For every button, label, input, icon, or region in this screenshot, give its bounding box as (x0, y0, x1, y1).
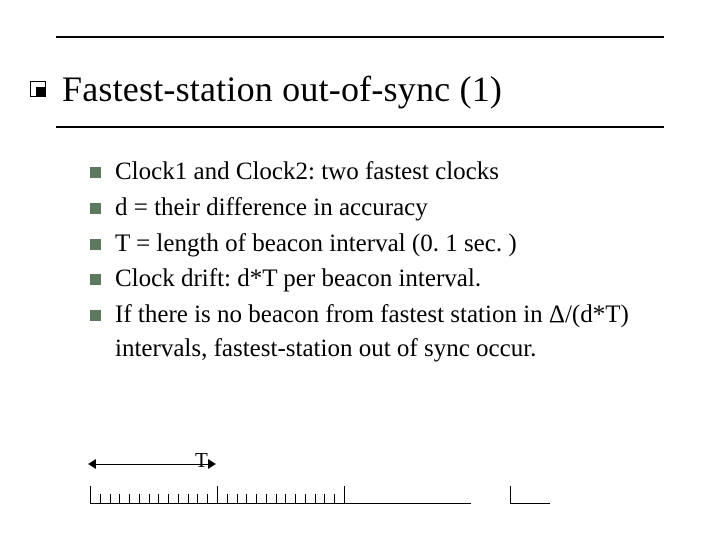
list-item-text: Clock1 and Clock2: two fastest clocks (115, 155, 664, 189)
slide-title: Fastest-station out-of-sync (1) (62, 68, 502, 110)
list-item: d = their difference in accuracy (90, 191, 664, 225)
timeline-segment (217, 486, 344, 504)
square-bullet-icon (90, 239, 101, 250)
list-item-text: If there is no beacon from fastest stati… (115, 298, 664, 366)
square-bullet-icon (90, 274, 101, 285)
list-item-text: T = length of beacon interval (0. 1 sec.… (115, 227, 664, 261)
square-bullet-icon (90, 203, 101, 214)
interval-arrow-icon (88, 458, 216, 472)
bullet-list: Clock1 and Clock2: two fastest clocksd =… (90, 155, 664, 368)
timeline-segment (344, 486, 471, 504)
timing-diagram: T (90, 454, 650, 504)
list-item: If there is no beacon from fastest stati… (90, 298, 664, 366)
top-rule (56, 36, 664, 38)
list-item: Clock drift: d*T per beacon interval. (90, 262, 664, 296)
square-bullet-icon (90, 310, 101, 321)
timeline-segment (510, 486, 550, 504)
list-item: T = length of beacon interval (0. 1 sec.… (90, 227, 664, 261)
list-item-text: Clock drift: d*T per beacon interval. (115, 262, 664, 296)
title-bullet-icon (30, 81, 46, 97)
list-item: Clock1 and Clock2: two fastest clocks (90, 155, 664, 189)
list-item-text: d = their difference in accuracy (115, 191, 664, 225)
title-underline (56, 126, 664, 128)
timeline-segment (90, 486, 217, 504)
slide: Fastest-station out-of-sync (1) Clock1 a… (0, 0, 720, 540)
title-row: Fastest-station out-of-sync (1) (30, 68, 502, 110)
square-bullet-icon (90, 167, 101, 178)
